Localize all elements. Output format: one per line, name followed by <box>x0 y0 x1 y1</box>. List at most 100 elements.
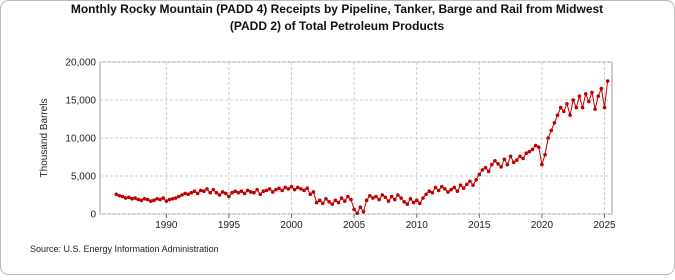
data-point <box>518 154 522 159</box>
data-point <box>452 185 457 190</box>
x-tick-label: 1990 <box>155 220 178 231</box>
data-point <box>593 107 597 111</box>
data-point <box>596 94 601 98</box>
data-point <box>342 199 347 203</box>
data-point <box>577 94 582 98</box>
data-point <box>458 183 463 187</box>
data-point <box>280 188 284 193</box>
data-point <box>477 172 482 177</box>
data-point <box>352 207 356 212</box>
data-point <box>120 194 125 199</box>
data-point <box>195 191 200 196</box>
data-point <box>158 197 162 202</box>
data-point <box>486 169 491 174</box>
plot <box>114 79 610 216</box>
data-point <box>136 197 140 202</box>
x-tick-label: 2000 <box>280 220 303 231</box>
data-point <box>336 200 341 205</box>
data-point <box>170 197 175 201</box>
data-point <box>114 192 119 197</box>
data-point <box>346 194 350 199</box>
data-point <box>396 193 400 197</box>
data-point <box>255 187 259 192</box>
data-point <box>133 196 137 200</box>
data-point <box>123 196 128 200</box>
data-point <box>574 105 579 110</box>
data-point <box>411 200 416 205</box>
data-point <box>399 196 403 200</box>
data-point <box>374 194 378 199</box>
grid: 0 5,000 10,000 15,000 20,000 1990 1995 2000 2005… <box>65 58 616 232</box>
y-tick-label: 10,000 <box>65 134 96 145</box>
y-tick-label: 20,000 <box>65 58 96 69</box>
data-point <box>436 188 441 193</box>
data-point <box>418 201 422 206</box>
data-point <box>530 147 535 152</box>
data-point <box>239 189 244 193</box>
data-point <box>493 159 497 163</box>
data-point <box>277 186 281 190</box>
data-point <box>236 190 241 195</box>
y-axis-label: Thousand Barrels <box>39 99 50 178</box>
data-point <box>496 162 500 166</box>
data-point <box>139 198 144 203</box>
data-point <box>283 185 288 190</box>
chart-title: Monthly Rocky Mountain (PADD 4) Receipts… <box>71 2 603 16</box>
data-point <box>314 200 319 205</box>
data-point <box>130 197 134 201</box>
data-point <box>299 187 303 191</box>
data-point <box>208 190 212 195</box>
data-point <box>117 193 122 198</box>
data-point <box>361 209 366 214</box>
data-point <box>521 156 525 161</box>
data-point <box>211 187 216 192</box>
data-point <box>308 192 313 197</box>
data-point <box>186 192 191 197</box>
data-point <box>443 187 447 191</box>
data-point <box>540 162 544 167</box>
data-point <box>599 86 604 91</box>
data-point <box>565 102 569 106</box>
data-point <box>161 196 166 200</box>
data-point <box>142 197 147 201</box>
data-point <box>214 190 219 195</box>
chart-title: (PADD 2) of Total Petroleum Products <box>230 19 445 33</box>
data-point <box>508 154 513 159</box>
data-point <box>389 194 394 199</box>
x-tick-label: 2005 <box>343 220 366 231</box>
data-point <box>358 205 363 209</box>
data-point <box>311 190 316 194</box>
data-point <box>189 190 194 195</box>
data-point <box>355 211 360 216</box>
data-point <box>330 202 335 206</box>
data-point <box>490 162 494 167</box>
data-point <box>371 196 375 200</box>
data-point <box>461 186 466 190</box>
data-point <box>562 109 566 114</box>
data-point <box>261 189 266 193</box>
data-point <box>543 152 547 157</box>
data-point <box>180 193 184 197</box>
data-point <box>446 190 450 194</box>
data-point <box>267 187 272 191</box>
data-point <box>502 157 507 162</box>
x-tick-label: 2015 <box>468 220 491 231</box>
data-point <box>499 165 504 169</box>
data-point <box>511 160 516 165</box>
data-point <box>167 197 172 202</box>
data-point <box>148 199 153 203</box>
data-point <box>421 196 425 200</box>
data-point <box>305 186 309 190</box>
data-point <box>433 185 438 190</box>
data-point <box>321 201 325 206</box>
data-point <box>386 199 391 203</box>
data-point <box>583 92 588 96</box>
data-point <box>286 187 291 191</box>
y-tick-label: 5,000 <box>71 172 96 183</box>
data-point <box>471 183 475 187</box>
data-point <box>430 190 435 195</box>
data-point <box>455 189 460 193</box>
data-point <box>515 158 519 162</box>
data-point <box>427 189 432 193</box>
data-point <box>302 188 306 193</box>
